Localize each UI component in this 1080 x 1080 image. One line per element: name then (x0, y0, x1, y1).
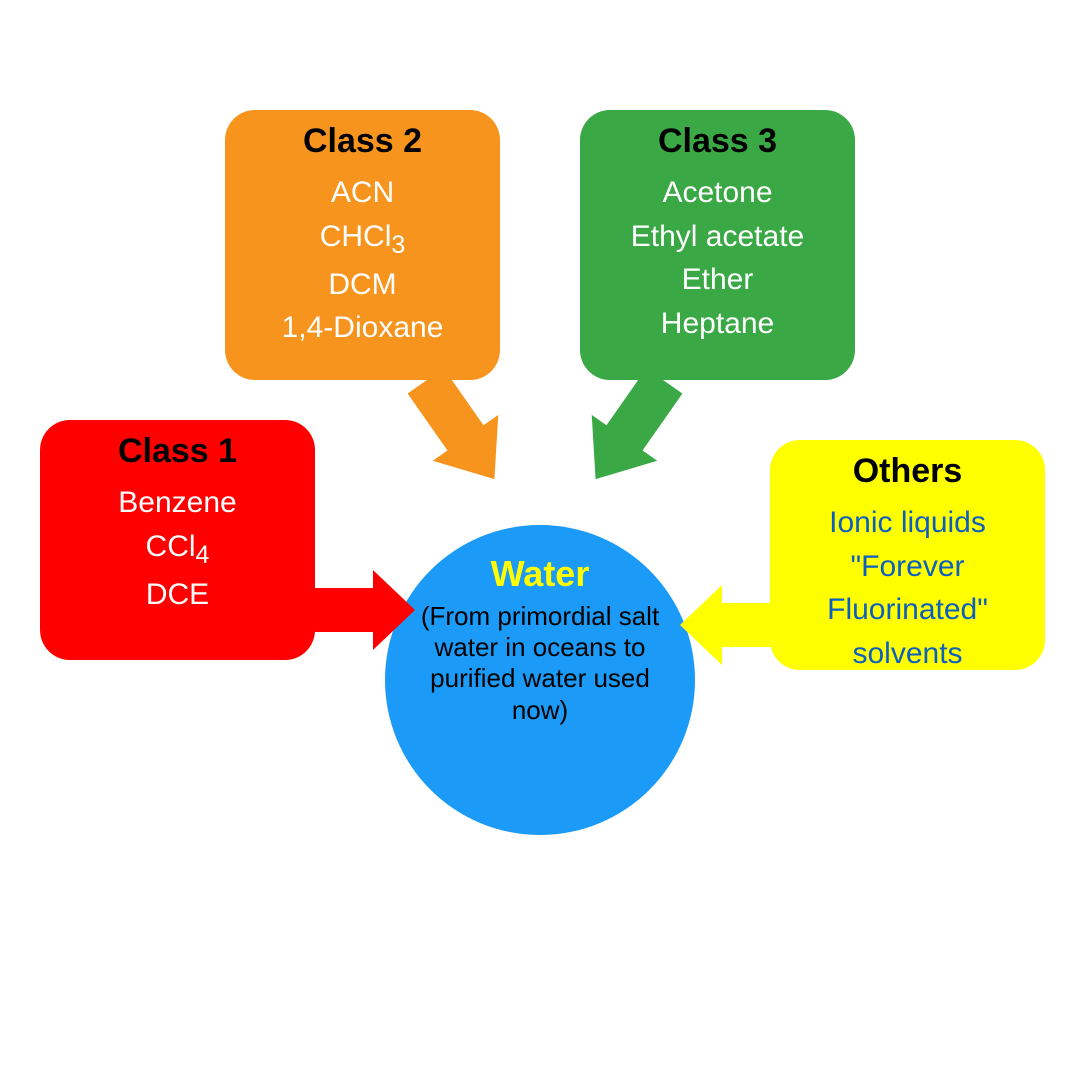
class1-item: DCE (40, 573, 315, 617)
water-desc: (From primordial salt water in oceans to… (385, 601, 695, 726)
class2-item: ACN (225, 171, 500, 215)
arrow-others (680, 585, 780, 665)
class3-item: Ether (580, 258, 855, 302)
class3-box: Class 3 AcetoneEthyl acetateEtherHeptane (580, 110, 855, 380)
others-item: Ionic liquids (770, 501, 1045, 545)
class1-item: CCl4 (40, 525, 315, 573)
class3-item: Heptane (580, 302, 855, 346)
others-box: OthersIonic liquids"Forever Fluorinated"… (770, 440, 1045, 670)
class1-item: Benzene (40, 481, 315, 525)
class2-title: Class 2 (225, 122, 500, 161)
others-item: "Forever Fluorinated" solvents (770, 545, 1045, 676)
water-title: Water (491, 553, 590, 595)
class1-box: Class 1 BenzeneCCl4DCE (40, 420, 315, 660)
arrow-class1 (315, 570, 415, 650)
class3-item: Ethyl acetate (580, 215, 855, 259)
class3-item: Acetone (580, 171, 855, 215)
class2-item: 1,4-Dioxane (225, 306, 500, 350)
class2-item: DCM (225, 263, 500, 307)
class1-title: Class 1 (40, 432, 315, 471)
class2-item: CHCl3 (225, 215, 500, 263)
class2-box: Class 2 ACNCHCl3DCM1,4-Dioxane (225, 110, 500, 380)
class3-title: Class 3 (580, 122, 855, 161)
others-title: Others (770, 452, 1045, 491)
water-circle: Water (From primordial salt water in ocea… (385, 525, 695, 835)
